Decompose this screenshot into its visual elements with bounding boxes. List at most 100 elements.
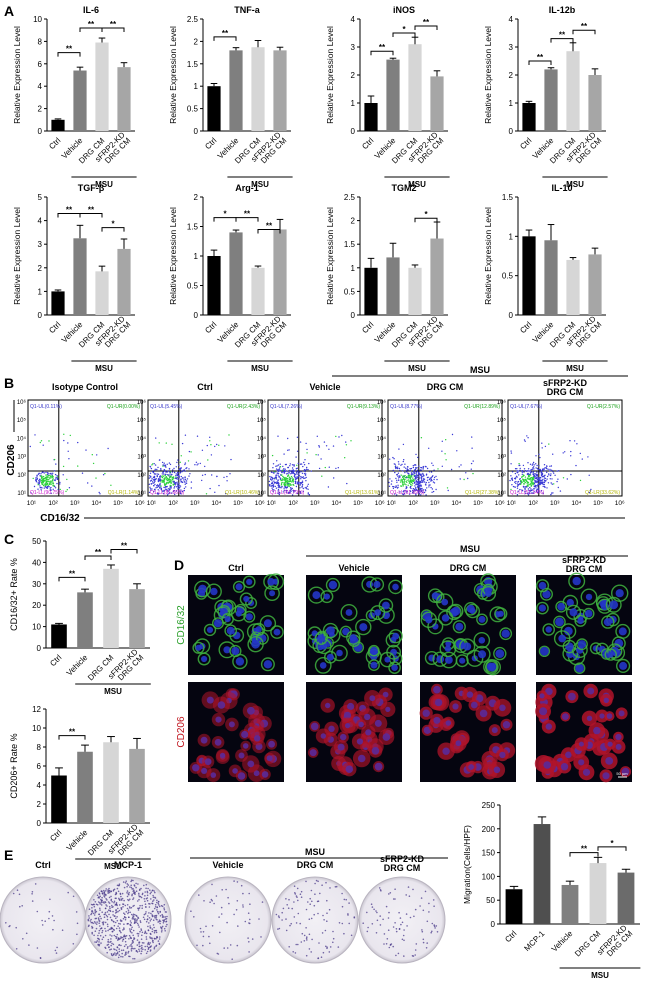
y-tick-label: 0 bbox=[351, 311, 356, 320]
y-tick-label: 10⁴ bbox=[497, 435, 507, 442]
event-dot bbox=[444, 453, 446, 455]
nucleus bbox=[242, 743, 249, 749]
event-dot bbox=[428, 481, 430, 484]
event-dot bbox=[176, 471, 179, 474]
migrated-cell bbox=[119, 937, 122, 940]
migrated-cell bbox=[127, 884, 130, 886]
event-dot bbox=[542, 485, 544, 488]
event-dot bbox=[165, 442, 167, 444]
nucleus bbox=[226, 626, 235, 635]
nucleus bbox=[615, 589, 624, 598]
migrated-cell bbox=[196, 944, 198, 947]
migrated-cell bbox=[90, 918, 92, 921]
nucleus bbox=[243, 595, 250, 603]
event-dot bbox=[269, 483, 271, 486]
event-dot bbox=[417, 491, 420, 494]
migrated-cell bbox=[129, 945, 131, 947]
nucleus bbox=[578, 759, 585, 766]
cell-membrane bbox=[388, 579, 403, 595]
plot-title: DRG CM bbox=[427, 382, 464, 392]
event-dot bbox=[69, 434, 72, 437]
migrated-cell bbox=[165, 925, 167, 928]
migrated-cell bbox=[124, 937, 127, 940]
migrated-cell bbox=[261, 901, 264, 903]
event-dot bbox=[524, 488, 526, 490]
nucleus bbox=[384, 656, 391, 663]
migrated-cell bbox=[341, 905, 344, 908]
migrated-cell bbox=[110, 953, 113, 955]
nucleus bbox=[392, 632, 400, 640]
nucleus bbox=[347, 702, 355, 711]
event-dot bbox=[287, 492, 290, 494]
migrated-cell bbox=[431, 922, 434, 925]
nucleus bbox=[545, 687, 553, 696]
bar bbox=[533, 824, 551, 924]
x-tick-label: 10⁵ bbox=[233, 500, 243, 507]
event-dot bbox=[422, 465, 424, 468]
event-dot bbox=[148, 483, 151, 485]
plot-frame bbox=[267, 399, 383, 497]
x-tick-label: 10⁵ bbox=[353, 500, 363, 507]
migrated-cell bbox=[133, 904, 135, 907]
quadrant-lr: Q1-LR(27.38%) bbox=[465, 490, 500, 496]
event-dot bbox=[55, 476, 57, 479]
migrated-cell bbox=[321, 932, 324, 934]
event-dot bbox=[48, 483, 51, 485]
migrated-cell bbox=[48, 917, 50, 920]
y-axis-label: CD206+ Rate % bbox=[9, 733, 19, 798]
event-dot bbox=[180, 481, 182, 483]
event-dot bbox=[412, 489, 414, 492]
migrated-cell bbox=[106, 905, 108, 907]
migrated-cell bbox=[102, 923, 105, 926]
plot-title: Ctrl bbox=[197, 382, 213, 392]
quadrant-ll: Q1-LL(51.69%) bbox=[390, 490, 425, 496]
event-dot bbox=[175, 466, 177, 468]
nucleus bbox=[273, 628, 281, 636]
event-dot bbox=[176, 481, 178, 483]
nucleus bbox=[390, 648, 397, 656]
event-dot bbox=[403, 480, 406, 482]
migrated-cell bbox=[102, 936, 105, 938]
event-dot bbox=[161, 461, 164, 464]
chart-title: IL-12b bbox=[549, 5, 576, 15]
event-dot bbox=[564, 451, 566, 453]
migrated-cell bbox=[152, 894, 154, 897]
migrated-cell bbox=[127, 922, 129, 925]
event-dot bbox=[288, 449, 290, 451]
event-dot bbox=[451, 433, 454, 436]
migrated-cell bbox=[116, 916, 118, 918]
migrated-cell bbox=[110, 938, 112, 940]
migrated-cell bbox=[147, 947, 150, 949]
y-tick-label: 10² bbox=[257, 473, 266, 479]
event-dot bbox=[550, 465, 553, 467]
quadrant-ul: Q1-UL(7.67%) bbox=[510, 404, 543, 410]
event-dot bbox=[177, 459, 179, 461]
migrated-cell bbox=[95, 923, 98, 925]
migrated-cell bbox=[110, 895, 112, 898]
migrated-cell bbox=[143, 884, 145, 887]
event-dot bbox=[433, 478, 435, 481]
event-dot bbox=[406, 468, 408, 470]
migrated-cell bbox=[120, 908, 123, 911]
nucleus bbox=[317, 634, 326, 643]
migrated-cell bbox=[104, 946, 106, 949]
event-dot bbox=[433, 482, 436, 484]
migrated-cell bbox=[116, 919, 119, 922]
transwell-image bbox=[0, 876, 87, 964]
significance-bracket bbox=[101, 27, 125, 32]
migrated-cell bbox=[386, 938, 389, 940]
event-dot bbox=[188, 450, 191, 453]
event-dot bbox=[536, 489, 538, 491]
category-label: Ctrl bbox=[503, 929, 518, 944]
chart-title: Arg-1 bbox=[235, 183, 259, 193]
event-dot bbox=[179, 469, 182, 471]
event-dot bbox=[423, 491, 426, 494]
category-label: Ctrl bbox=[203, 136, 218, 151]
event-dot bbox=[49, 489, 52, 492]
event-dot bbox=[410, 467, 413, 470]
event-dot bbox=[415, 486, 417, 489]
event-dot bbox=[510, 488, 512, 491]
event-dot bbox=[435, 475, 437, 478]
event-dot bbox=[45, 476, 48, 478]
migrated-cell bbox=[117, 910, 119, 913]
